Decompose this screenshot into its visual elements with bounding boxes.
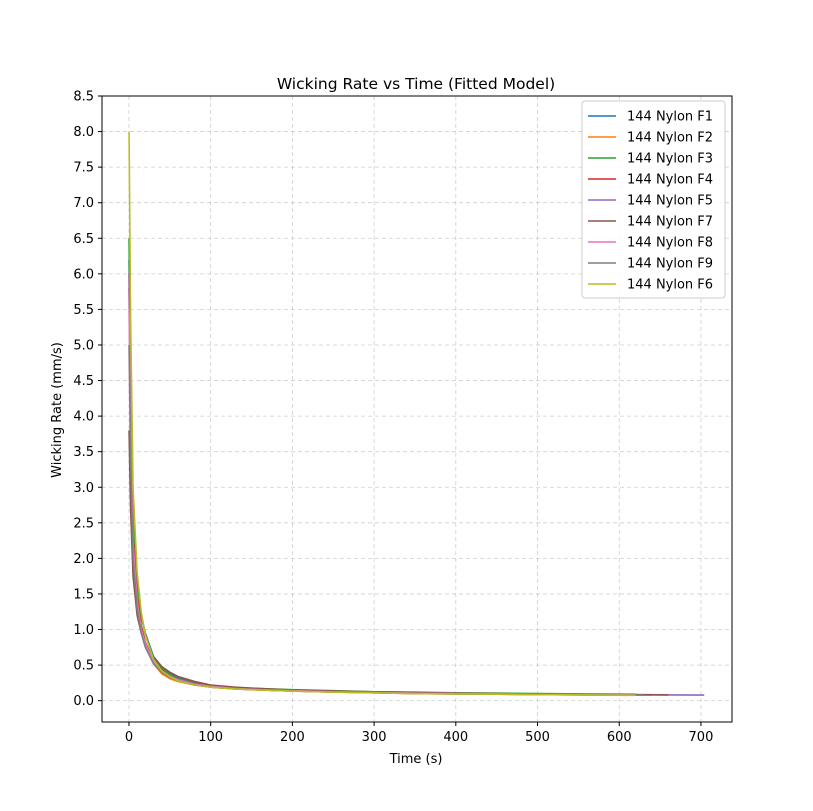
legend-box [581,100,726,299]
series-line-144-nylon-f6 [128,131,636,697]
chart-title: Wicking Rate vs Time (Fitted Model) [277,75,555,93]
y-tick-label: 7.5 [73,161,94,176]
x-tick-label: 400 [443,730,468,745]
y-tick-label: 5.5 [73,303,94,318]
x-tick-label: 100 [198,730,223,745]
y-tick-label: 2.0 [73,552,94,567]
y-axis-label: Wicking Rate (mm/s) [50,342,65,478]
y-tick-label: 1.5 [73,587,94,602]
y-tick-label: 5.0 [73,338,94,353]
legend-label: 144 Nylon F9 [627,257,713,272]
y-tick-label: 4.0 [73,410,94,425]
y-tick-label: 8.0 [73,125,94,140]
x-axis-ticks: 0 100 200 300 400 500 600 700 [125,722,714,745]
x-tick-label: 500 [525,730,550,745]
legend-label: 144 Nylon F3 [627,152,713,167]
plot-frame [101,95,733,723]
legend-label: 144 Nylon F6 [627,278,713,293]
y-tick-label: 1.0 [73,623,94,638]
x-tick-label: 600 [607,730,632,745]
y-tick-label: 3.5 [73,445,94,460]
legend-label: 144 Nylon F7 [627,215,713,230]
y-tick-label: 7.0 [73,196,94,211]
x-axis-label: Time (s) [389,752,443,767]
legend-label: 144 Nylon F1 [627,110,713,125]
y-tick-label: 6.5 [73,232,94,247]
series-lines [128,131,705,697]
x-tick-label: 200 [280,730,305,745]
x-tick-label: 0 [125,730,133,745]
legend-label: 144 Nylon F5 [627,194,713,209]
y-tick-label: 6.0 [73,267,94,282]
y-tick-label: 8.5 [73,90,94,105]
y-tick-label: 0.0 [73,694,94,709]
legend-label: 144 Nylon F4 [627,173,713,188]
y-tick-label: 2.5 [73,516,94,531]
legend-label: 144 Nylon F8 [627,236,713,251]
legend: 144 Nylon F1 144 Nylon F2 144 Nylon F3 144 … [581,100,726,299]
y-tick-label: 0.5 [73,659,94,674]
y-tick-label: 4.5 [73,374,94,389]
y-axis-ticks: 0.0 0.5 1.0 1.5 2.0 2.5 3.0 3.5 4.0 4.5 5.0 5.5 6.0 6… [73,90,102,709]
x-tick-label: 300 [362,730,387,745]
y-tick-label: 3.0 [73,481,94,496]
legend-label: 144 Nylon F2 [627,131,713,146]
x-tick-label: 700 [689,730,714,745]
